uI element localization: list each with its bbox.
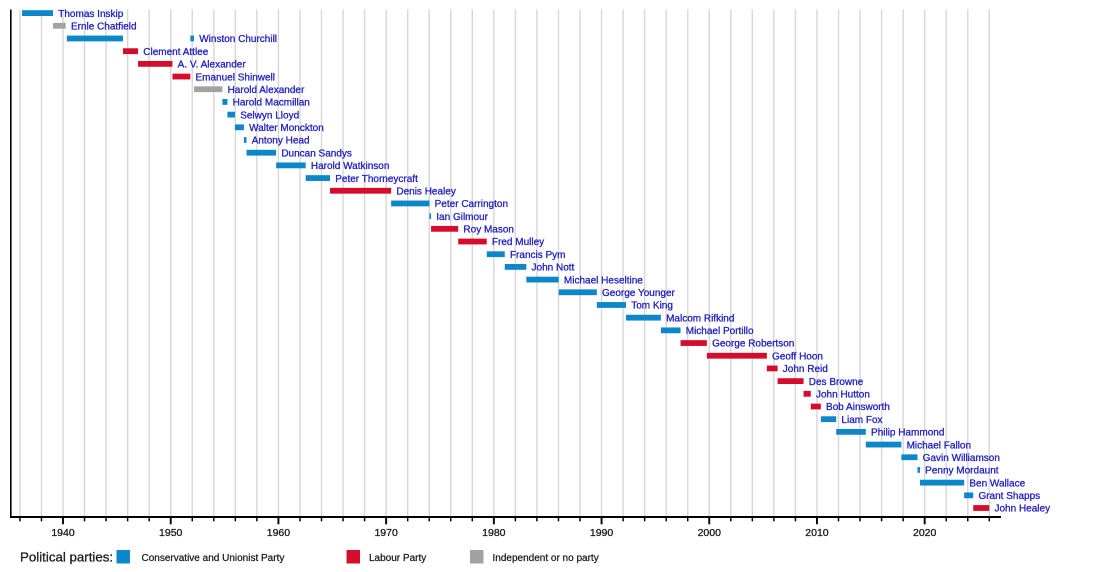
- svg-text:Philip Hammond: Philip Hammond: [871, 428, 944, 439]
- svg-text:George Robertson: George Robertson: [712, 339, 794, 350]
- svg-text:Michael Fallon: Michael Fallon: [907, 440, 971, 451]
- svg-text:Peter Thorneycraft: Peter Thorneycraft: [335, 174, 418, 185]
- svg-text:Labour Party: Labour Party: [369, 553, 426, 564]
- svg-text:Harold Macmillan: Harold Macmillan: [233, 98, 310, 109]
- svg-text:Liam Fox: Liam Fox: [841, 415, 882, 426]
- svg-text:2010: 2010: [805, 527, 829, 539]
- svg-text:Grant Shapps: Grant Shapps: [978, 491, 1040, 502]
- svg-text:John Healey: John Healey: [995, 504, 1051, 515]
- svg-text:2020: 2020: [913, 527, 937, 539]
- svg-text:Harold Alexander: Harold Alexander: [228, 85, 305, 96]
- svg-text:Peter Carrington: Peter Carrington: [435, 199, 508, 210]
- svg-text:Harold Watkinson: Harold Watkinson: [311, 161, 390, 172]
- svg-text:Antony Head: Antony Head: [252, 136, 310, 147]
- svg-text:Ben Wallace: Ben Wallace: [969, 478, 1025, 489]
- svg-text:Geoff Hoon: Geoff Hoon: [772, 351, 823, 362]
- svg-text:Conservative and Unionist Part: Conservative and Unionist Party: [142, 553, 285, 564]
- svg-text:Roy Mason: Roy Mason: [463, 225, 514, 236]
- svg-text:John Hutton: John Hutton: [816, 390, 870, 401]
- svg-text:1970: 1970: [374, 527, 398, 539]
- svg-text:Emanuel Shinwell: Emanuel Shinwell: [196, 72, 276, 83]
- svg-text:2000: 2000: [698, 527, 722, 539]
- svg-text:Des Browne: Des Browne: [809, 377, 864, 388]
- svg-text:Ernle Chatfield: Ernle Chatfield: [71, 21, 137, 32]
- svg-text:John Nott: John Nott: [532, 263, 575, 274]
- svg-text:Walter Monckton: Walter Monckton: [249, 123, 324, 134]
- svg-text:Michael Heseltine: Michael Heseltine: [564, 275, 643, 286]
- svg-text:Duncan Sandys: Duncan Sandys: [281, 148, 352, 159]
- svg-text:1950: 1950: [159, 527, 183, 539]
- svg-text:John Reid: John Reid: [783, 364, 828, 375]
- svg-text:1940: 1940: [51, 527, 75, 539]
- svg-text:Francis Pym: Francis Pym: [510, 250, 566, 261]
- svg-text:Bob Ainsworth: Bob Ainsworth: [826, 402, 890, 413]
- svg-text:1990: 1990: [590, 527, 614, 539]
- svg-text:A. V. Alexander: A. V. Alexander: [178, 60, 247, 71]
- svg-text:Ian Gilmour: Ian Gilmour: [436, 212, 488, 223]
- svg-text:Malcom Rifkind: Malcom Rifkind: [666, 313, 734, 324]
- svg-text:Denis Healey: Denis Healey: [396, 186, 455, 197]
- svg-text:Fred Mulley: Fred Mulley: [492, 237, 544, 248]
- svg-text:Winston Churchill: Winston Churchill: [199, 34, 277, 45]
- svg-text:1980: 1980: [482, 527, 506, 539]
- svg-text:Michael Portillo: Michael Portillo: [686, 326, 754, 337]
- svg-text:Independent or no party: Independent or no party: [493, 553, 599, 564]
- svg-text:Clement Attlee: Clement Attlee: [143, 47, 208, 58]
- svg-text:Political parties:: Political parties:: [20, 549, 113, 564]
- svg-text:1960: 1960: [267, 527, 291, 539]
- svg-text:George Younger: George Younger: [602, 288, 676, 299]
- svg-text:Gavin Williamson: Gavin Williamson: [923, 453, 1000, 464]
- svg-text:Selwyn Lloyd: Selwyn Lloyd: [240, 110, 299, 121]
- svg-text:Tom King: Tom King: [631, 301, 673, 312]
- svg-text:Penny Mordaunt: Penny Mordaunt: [925, 466, 999, 477]
- svg-text:Thomas Inskip: Thomas Inskip: [58, 9, 123, 20]
